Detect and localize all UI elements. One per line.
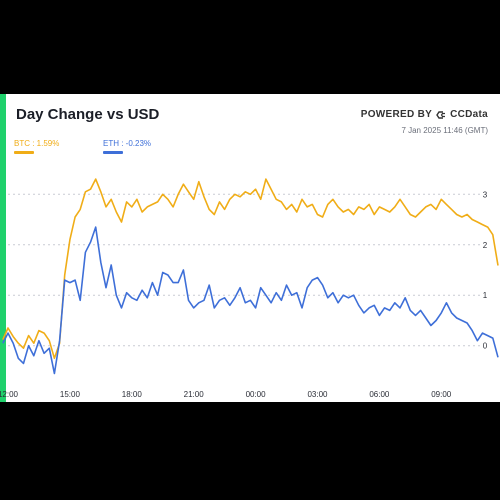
ccdata-logo-icon <box>436 110 446 119</box>
y-tick-label: 1 <box>483 291 488 300</box>
legend-item-btc[interactable]: BTC : 1.59% <box>14 139 59 154</box>
legend-label-btc: BTC : 1.59% <box>14 139 60 148</box>
y-axis-ticks: 0 1 2 3 <box>483 190 488 350</box>
y-tick-label: 0 <box>483 342 488 351</box>
timestamp: 7 Jan 2025 11:46 (GMT) <box>401 126 488 135</box>
legend-label-eth: ETH : -0.23% <box>103 139 152 148</box>
x-tick-label: 15:00 <box>60 390 81 399</box>
accent-bar <box>0 94 6 402</box>
legend-swatch-eth <box>103 151 123 154</box>
y-tick-label: 3 <box>483 190 488 199</box>
x-tick-label: 12:00 <box>0 390 19 399</box>
grid-lines <box>8 193 480 347</box>
x-tick-label: 06:00 <box>369 390 390 399</box>
x-axis-ticks: 12:00 15:00 18:00 21:00 00:00 03:00 06:00 09:00 <box>0 390 452 399</box>
chart-card: Day Change vs USD POWERED BY CCData 7 Ja… <box>0 94 500 402</box>
brand[interactable]: POWERED BY CCData <box>361 109 488 120</box>
legend-swatch-btc <box>14 151 34 154</box>
brand-name: CCData <box>450 109 488 120</box>
series-line-btc[interactable] <box>2 178 499 360</box>
y-tick-label: 2 <box>483 241 488 250</box>
x-tick-label: 21:00 <box>184 390 205 399</box>
series-layer <box>2 178 499 375</box>
series-line-eth[interactable] <box>2 226 499 375</box>
brand-prefix: POWERED BY <box>360 109 433 120</box>
x-tick-label: 03:00 <box>307 390 328 399</box>
x-tick-label: 18:00 <box>122 390 143 399</box>
chart-title: Day Change vs USD <box>16 106 160 123</box>
line-chart: 0 1 2 3 12:00 15:00 18:00 21:00 00:00 03:00 06:00… <box>0 178 499 399</box>
legend-item-eth[interactable]: ETH : -0.23% <box>103 139 151 154</box>
x-tick-label: 00:00 <box>246 390 267 399</box>
x-tick-label: 09:00 <box>431 390 452 399</box>
